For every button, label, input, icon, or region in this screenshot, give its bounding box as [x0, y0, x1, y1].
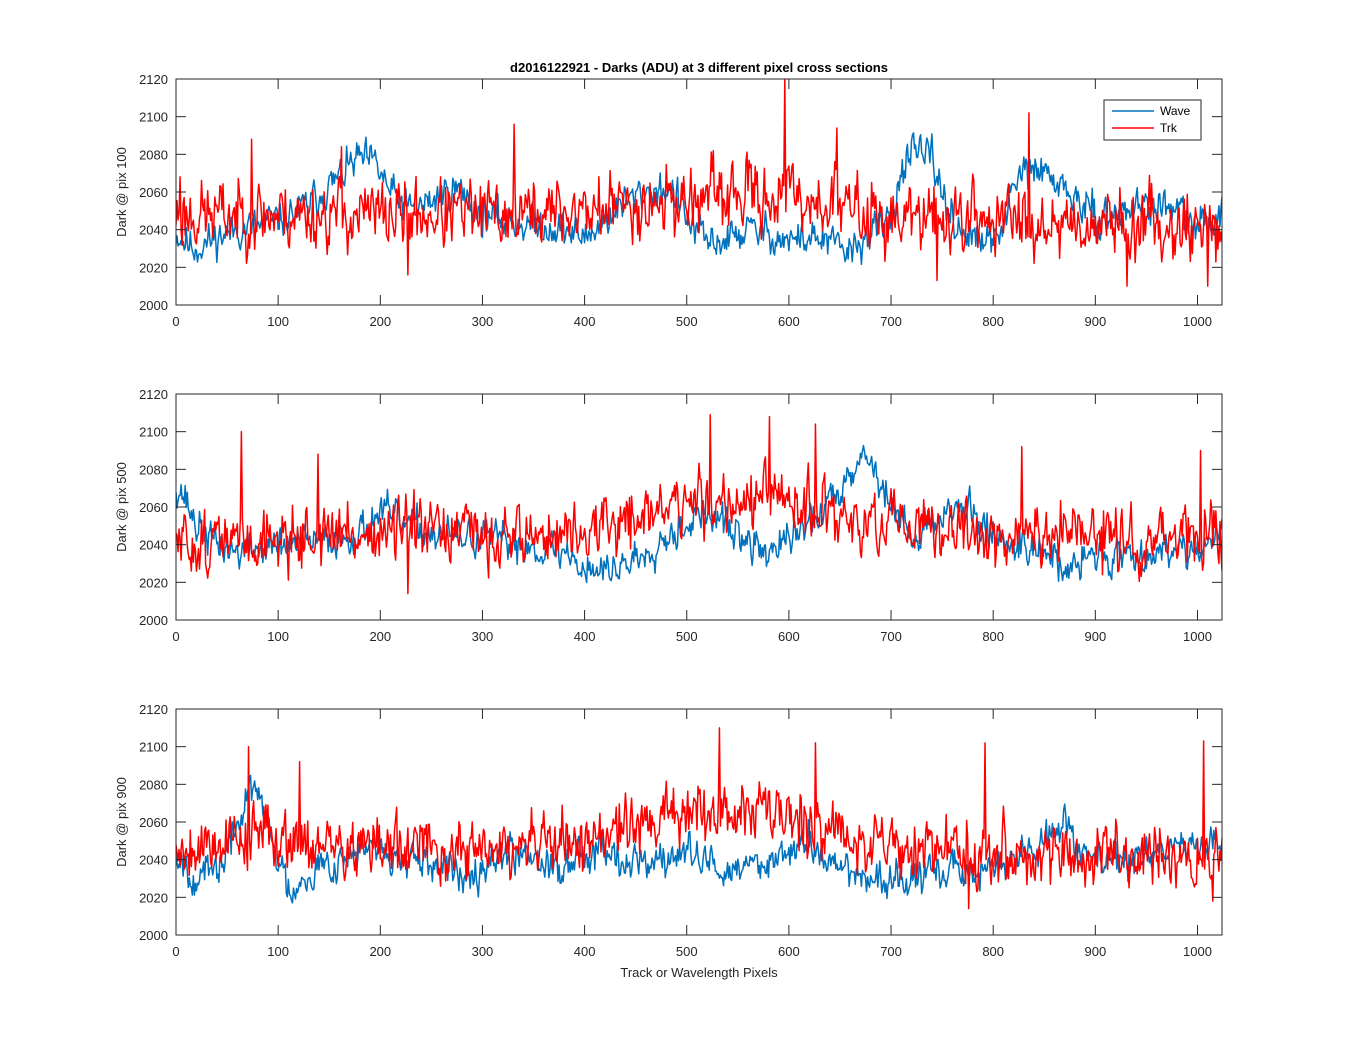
legend-box — [1103, 99, 1202, 141]
x-tick-label: 100 — [267, 944, 289, 959]
x-tick-label: 400 — [574, 629, 596, 644]
x-tick-label: 0 — [172, 944, 179, 959]
axes-box-3 — [175, 708, 1223, 936]
x-tick-label: 1000 — [1183, 629, 1212, 644]
axes-box-2 — [175, 393, 1223, 621]
x-tick-label: 400 — [574, 314, 596, 329]
y-tick-label: 2120 — [139, 387, 168, 402]
legend-label-wave: Wave — [1160, 104, 1191, 118]
x-tick-label: 300 — [472, 944, 494, 959]
x-tick-label: 500 — [676, 314, 698, 329]
subplot-1: 0 100 200 300 400 500 600 700 800 900 1000 2000 2020… — [114, 72, 1223, 329]
x-tick-label: 300 — [472, 629, 494, 644]
subplot-3: 0 100 200 300 400 500 600 700 800 900 1000 2000 2020… — [114, 702, 1223, 980]
subplot-2: 0 100 200 300 400 500 600 700 800 900 1000 2000 2020… — [114, 387, 1223, 644]
axes-box-1 — [175, 78, 1223, 306]
y-tick-label: 2020 — [139, 260, 168, 275]
legend: Wave Trk — [1103, 99, 1202, 141]
y-tick-label: 2080 — [139, 777, 168, 792]
x-tick-label: 800 — [982, 629, 1004, 644]
x-tick-label: 200 — [369, 944, 391, 959]
x-tick-label: 1000 — [1183, 944, 1212, 959]
x-tick-label: 100 — [267, 629, 289, 644]
y-tick-label: 2060 — [139, 815, 168, 830]
y-axis-label: Dark @ pix 900 — [114, 777, 129, 867]
y-tick-label: 2120 — [139, 702, 168, 717]
x-axis-label: Track or Wavelength Pixels — [620, 965, 778, 980]
x-tick-label: 0 — [172, 629, 179, 644]
x-tick-label: 1000 — [1183, 314, 1212, 329]
x-tick-label: 0 — [172, 314, 179, 329]
x-tick-label: 900 — [1084, 314, 1106, 329]
x-tick-label: 100 — [267, 314, 289, 329]
x-tick-label: 600 — [778, 629, 800, 644]
series-line-trk-3 — [176, 727, 1222, 910]
x-tick-label: 600 — [778, 944, 800, 959]
x-tick-label: 500 — [676, 944, 698, 959]
x-tick-label: 800 — [982, 944, 1004, 959]
y-axis-label: Dark @ pix 100 — [114, 147, 129, 237]
x-tick-label: 800 — [982, 314, 1004, 329]
y-tick-label: 2060 — [139, 185, 168, 200]
series-line-trk-2 — [176, 413, 1222, 595]
x-tick-label: 200 — [369, 314, 391, 329]
y-tick-label: 2080 — [139, 462, 168, 477]
y-tick-label: 2020 — [139, 890, 168, 905]
x-tick-label: 400 — [574, 944, 596, 959]
x-tick-label: 700 — [880, 944, 902, 959]
y-tick-label: 2040 — [139, 853, 168, 868]
figure-title: d2016122921 - Darks (ADU) at 3 different… — [510, 60, 888, 75]
x-tick-label: 200 — [369, 629, 391, 644]
series-line-wave-2 — [176, 444, 1222, 584]
legend-label-trk: Trk — [1160, 121, 1178, 135]
y-tick-label: 2120 — [139, 72, 168, 87]
y-tick-label: 2000 — [139, 298, 168, 313]
x-tick-label: 500 — [676, 629, 698, 644]
y-tick-label: 2100 — [139, 740, 168, 755]
y-tick-label: 2040 — [139, 223, 168, 238]
x-tick-label: 700 — [880, 629, 902, 644]
y-tick-label: 2080 — [139, 147, 168, 162]
y-tick-label: 2100 — [139, 110, 168, 125]
y-tick-label: 2000 — [139, 928, 168, 943]
y-axis-label: Dark @ pix 500 — [114, 462, 129, 552]
x-tick-label: 700 — [880, 314, 902, 329]
x-tick-label: 900 — [1084, 944, 1106, 959]
y-tick-label: 2100 — [139, 425, 168, 440]
y-tick-label: 2000 — [139, 613, 168, 628]
y-tick-label: 2020 — [139, 575, 168, 590]
y-tick-label: 2040 — [139, 538, 168, 553]
x-tick-label: 900 — [1084, 629, 1106, 644]
y-tick-label: 2060 — [139, 500, 168, 515]
x-tick-label: 600 — [778, 314, 800, 329]
panels: 0 100 200 300 400 500 600 700 800 900 100020002020… — [114, 72, 1223, 980]
x-tick-label: 300 — [472, 314, 494, 329]
series-line-trk-1 — [176, 79, 1222, 287]
